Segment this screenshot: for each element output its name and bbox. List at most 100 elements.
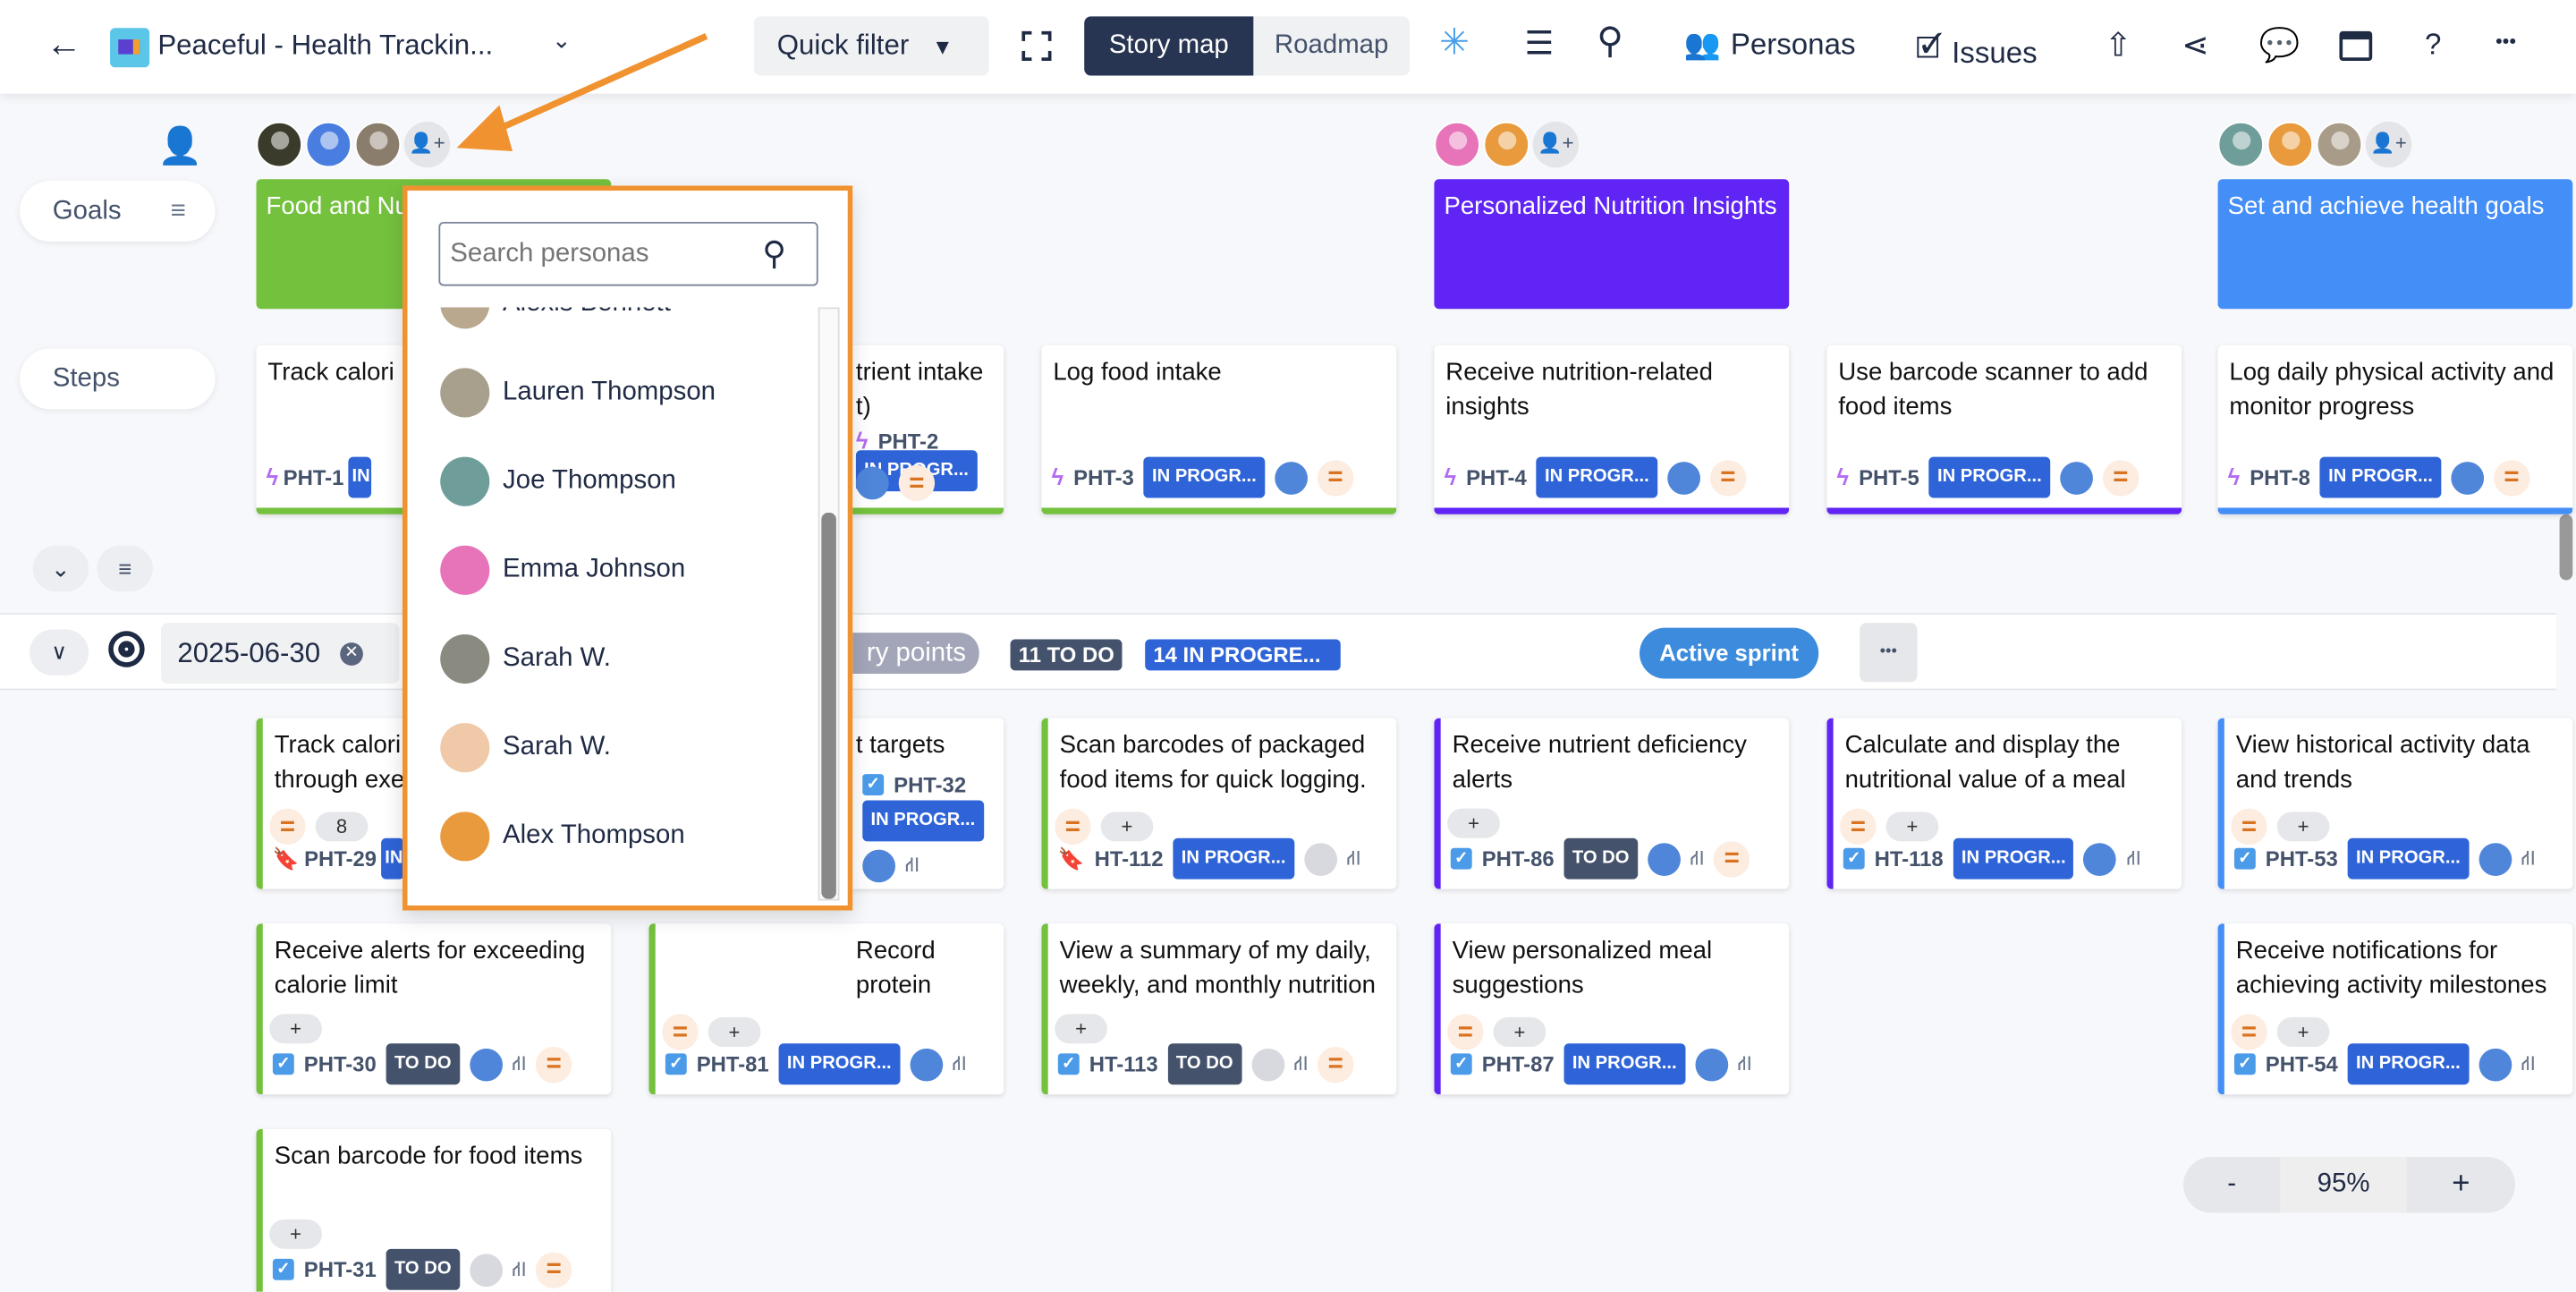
hierarchy-icon[interactable]: ⛙ xyxy=(952,1051,967,1075)
zoom-out-button[interactable]: - xyxy=(2227,1169,2237,1198)
status-badge[interactable]: IN PROGR... xyxy=(778,1043,900,1085)
status-badge[interactable]: IN PROGR... xyxy=(862,800,984,842)
persona-avatar[interactable] xyxy=(305,121,352,168)
assignee-avatar[interactable] xyxy=(2451,461,2484,494)
assignee-avatar[interactable] xyxy=(909,1047,943,1081)
step-card[interactable]: Log food intake ϟ PHT-3 IN PROGR... = xyxy=(1041,344,1397,514)
page-scrollbar[interactable] xyxy=(2559,514,2573,581)
add-persona-icon[interactable]: 👤+ xyxy=(403,121,451,168)
goal-card[interactable]: Set and achieve health goals xyxy=(2217,179,2573,310)
issue-key[interactable]: PHT-2 xyxy=(877,429,939,454)
assignee-avatar[interactable] xyxy=(2059,461,2093,494)
personas-button[interactable]: 👥 Personas xyxy=(1684,28,1856,63)
quick-filter-button[interactable]: Quick filter ▼ xyxy=(754,16,989,76)
story-card[interactable]: Receive alerts for exceeding calorie lim… xyxy=(256,923,612,1095)
status-badge[interactable]: IN... xyxy=(381,837,405,880)
add-label-button[interactable]: + xyxy=(1447,808,1500,838)
status-badge[interactable]: TO DO xyxy=(386,1043,460,1085)
add-label-button[interactable]: + xyxy=(2276,1016,2330,1047)
issue-key[interactable]: HT-113 xyxy=(1089,1051,1158,1077)
step-card[interactable]: Use barcode scanner to add food items ϟ PH… xyxy=(1826,344,2182,514)
issue-key[interactable]: PHT-4 xyxy=(1466,464,1527,490)
assignee-avatar[interactable] xyxy=(1666,461,1700,494)
persona-option[interactable]: Sarah W. xyxy=(440,718,611,778)
status-badge[interactable]: IN PROGR... xyxy=(1953,837,2074,880)
hierarchy-icon[interactable]: ⛙ xyxy=(2521,1051,2536,1075)
unassigned-avatar-icon[interactable] xyxy=(1303,842,1337,876)
hierarchy-icon[interactable]: ⛙ xyxy=(1690,846,1704,870)
collapse-all-icon[interactable]: ⌄ xyxy=(32,545,89,592)
persona-avatar[interactable] xyxy=(2267,121,2314,168)
issue-key[interactable]: PHT-31 xyxy=(303,1257,377,1282)
add-label-button[interactable]: + xyxy=(708,1016,761,1047)
issue-key[interactable]: PHT-30 xyxy=(303,1051,377,1077)
step-card[interactable]: Log daily physical activity and monitor … xyxy=(2217,344,2573,514)
fullscreen-icon[interactable] xyxy=(1021,30,1052,61)
story-card[interactable]: Receive nutrient deficiency alerts + ✓ PHT-… xyxy=(1434,718,1790,889)
persona-avatar[interactable] xyxy=(2316,121,2363,168)
status-badge[interactable]: TO DO xyxy=(1167,1043,1241,1085)
issue-key[interactable]: PHT-81 xyxy=(696,1051,769,1077)
story-card[interactable]: View historical activity data and trends… xyxy=(2217,718,2573,889)
issue-key[interactable]: PHT-8 xyxy=(2250,464,2310,490)
more-icon[interactable]: ••• xyxy=(2495,30,2517,53)
persona-avatar[interactable] xyxy=(354,121,402,168)
persona-avatar[interactable] xyxy=(256,121,302,168)
story-card[interactable]: Scan barcodes of packaged food items for… xyxy=(1041,718,1397,889)
issue-key[interactable]: PHT-1 xyxy=(283,464,344,490)
help-button[interactable]: ? xyxy=(2424,28,2442,61)
add-label-button[interactable]: + xyxy=(1885,812,1939,842)
unassigned-avatar-icon[interactable] xyxy=(469,1253,503,1287)
assignee-avatar[interactable] xyxy=(1647,842,1681,876)
story-points-chip[interactable]: 8 xyxy=(315,812,369,842)
issue-key[interactable]: PHT-32 xyxy=(894,772,967,797)
search-icon[interactable]: ⚲ xyxy=(1597,20,1623,61)
issue-key[interactable]: HT-112 xyxy=(1094,846,1164,871)
status-badge[interactable]: IN PROGR... xyxy=(1928,456,2050,498)
persona-option[interactable]: Lauren Thompson xyxy=(440,363,716,422)
assignee-avatar[interactable] xyxy=(1274,461,1308,494)
hierarchy-icon[interactable]: ⛙ xyxy=(905,853,919,876)
filter-icon[interactable]: ≡ xyxy=(170,196,186,225)
story-card[interactable]: View personalized meal suggestions = + ✓ PHT… xyxy=(1434,923,1790,1095)
project-title[interactable]: Peaceful - Health Trackin... xyxy=(157,30,494,61)
expand-sprint-chevron-icon[interactable]: ∨ xyxy=(30,629,89,676)
sprint-more-button[interactable]: ••• xyxy=(1860,623,1918,683)
status-badge[interactable]: IN PROGR... xyxy=(1563,1043,1685,1085)
persona-avatar[interactable] xyxy=(1483,121,1530,168)
window-icon[interactable] xyxy=(2339,30,2373,61)
active-sprint-button[interactable]: Active sprint xyxy=(1640,627,1819,679)
story-card[interactable]: Receive notifications for achieving acti… xyxy=(2217,923,2573,1095)
persona-avatar[interactable] xyxy=(1434,121,1480,168)
issue-key[interactable]: PHT-54 xyxy=(2265,1051,2338,1077)
issue-key[interactable]: PHT-53 xyxy=(2265,846,2338,871)
issue-key[interactable]: PHT-5 xyxy=(1859,464,1919,490)
assignee-avatar[interactable] xyxy=(1694,1047,1728,1081)
assignee-avatar[interactable] xyxy=(2478,842,2512,876)
sprint-date-field[interactable]: 2025-06-30 ✕ xyxy=(160,623,400,684)
assignee-avatar[interactable] xyxy=(862,848,896,882)
assignee-avatar[interactable] xyxy=(2478,1047,2512,1081)
issue-key[interactable]: PHT-87 xyxy=(1481,1051,1555,1077)
persona-option[interactable]: Alex Thompson xyxy=(440,807,685,866)
goal-card[interactable]: Personalized Nutrition Insights xyxy=(1434,179,1790,310)
status-badge[interactable]: IN PROGR... xyxy=(1536,456,1657,498)
persona-filter-icon[interactable]: 👤 xyxy=(157,124,203,166)
add-label-button[interactable]: + xyxy=(1055,1014,1107,1044)
assignee-avatar[interactable] xyxy=(2083,842,2117,876)
hierarchy-icon[interactable]: ⛙ xyxy=(1346,846,1360,870)
add-label-button[interactable]: + xyxy=(2276,812,2330,842)
hierarchy-icon[interactable]: ⛙ xyxy=(2521,846,2536,870)
add-label-button[interactable]: + xyxy=(269,1014,322,1044)
dropdown-scrollbar[interactable] xyxy=(818,307,840,901)
assignee-avatar[interactable] xyxy=(855,466,889,500)
issue-key[interactable]: PHT-3 xyxy=(1073,464,1134,490)
clear-icon[interactable]: ✕ xyxy=(340,642,363,665)
issue-key[interactable]: PHT-29 xyxy=(304,846,377,871)
add-label-button[interactable]: + xyxy=(269,1219,322,1249)
share-icon[interactable]: ⋖ xyxy=(2182,28,2209,64)
comment-icon[interactable]: 💬 xyxy=(2258,28,2301,64)
persona-option[interactable]: Joe Thompson xyxy=(440,452,676,511)
status-badge[interactable]: IN PROGR... xyxy=(2347,837,2469,880)
hierarchy-icon[interactable]: ⛙ xyxy=(1293,1051,1309,1075)
